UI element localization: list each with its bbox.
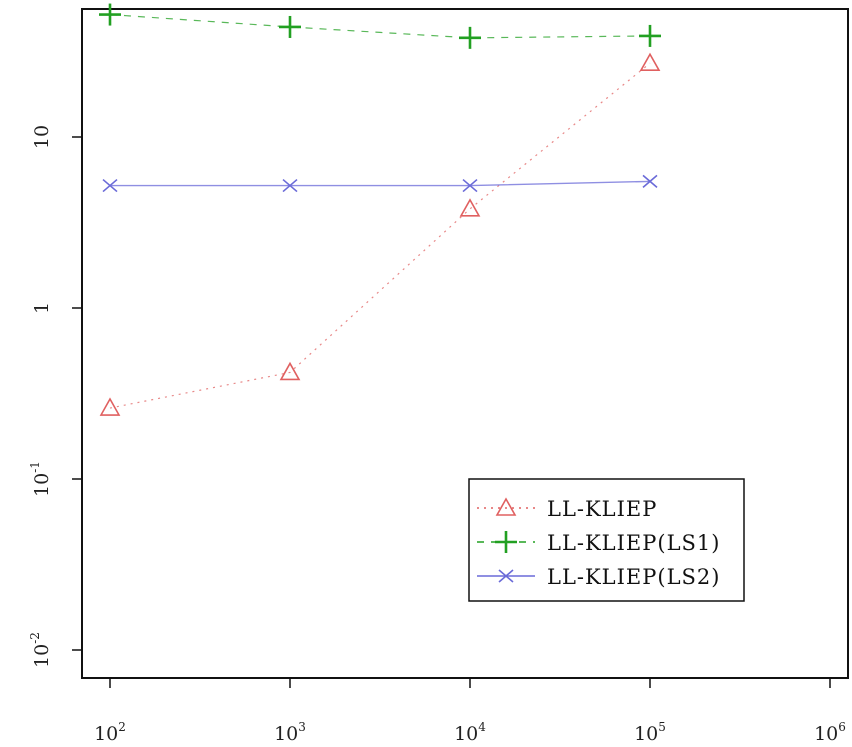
x-tick-label: 105 [634,720,666,745]
x-tick-label: 104 [454,720,486,745]
series-line [109,62,651,409]
legend: LL-KLIEP LL-KLIEP(LS1) LL-KLIEP(LS2) [468,478,745,602]
legend-label: LL-KLIEP(LS1) [547,531,720,555]
y-axis: 10-2 10-1 1 10 [28,125,82,668]
series-layer [99,3,661,416]
data-point [282,178,298,193]
data-point [642,174,658,189]
legend-box [468,478,745,602]
data-point [639,24,661,47]
y-tick-label: 10-2 [28,632,53,668]
y-tick-label: 10 [31,125,53,149]
legend-entry: LL-KLIEP(LS2) [477,565,720,589]
data-point [99,3,121,26]
x-axis: 102 103 104 105 106 [94,678,846,745]
data-point [459,26,481,49]
series-0 [99,52,661,416]
y-tick-label: 1 [31,302,53,314]
x-tick-label: 102 [94,720,126,745]
y-tick-label: 10-1 [28,461,53,497]
legend-entry: LL-KLIEP(LS1) [477,531,720,555]
series-line [109,13,651,39]
x-tick-label: 106 [814,720,846,745]
legend-marker [498,569,514,583]
legend-marker [495,497,517,516]
legend-label: LL-KLIEP [547,497,657,521]
legend-marker [495,531,517,553]
data-point [102,178,118,193]
data-point [459,198,481,217]
data-point [279,361,301,381]
legend-entry: LL-KLIEP [477,497,657,521]
series-1 [99,3,661,49]
data-point [639,52,661,72]
data-point [279,15,301,38]
x-tick-label: 103 [274,720,306,745]
legend-label: LL-KLIEP(LS2) [547,565,720,589]
series-line [110,180,651,187]
data-point [462,178,478,193]
data-point [99,397,121,416]
series-2 [102,174,658,193]
